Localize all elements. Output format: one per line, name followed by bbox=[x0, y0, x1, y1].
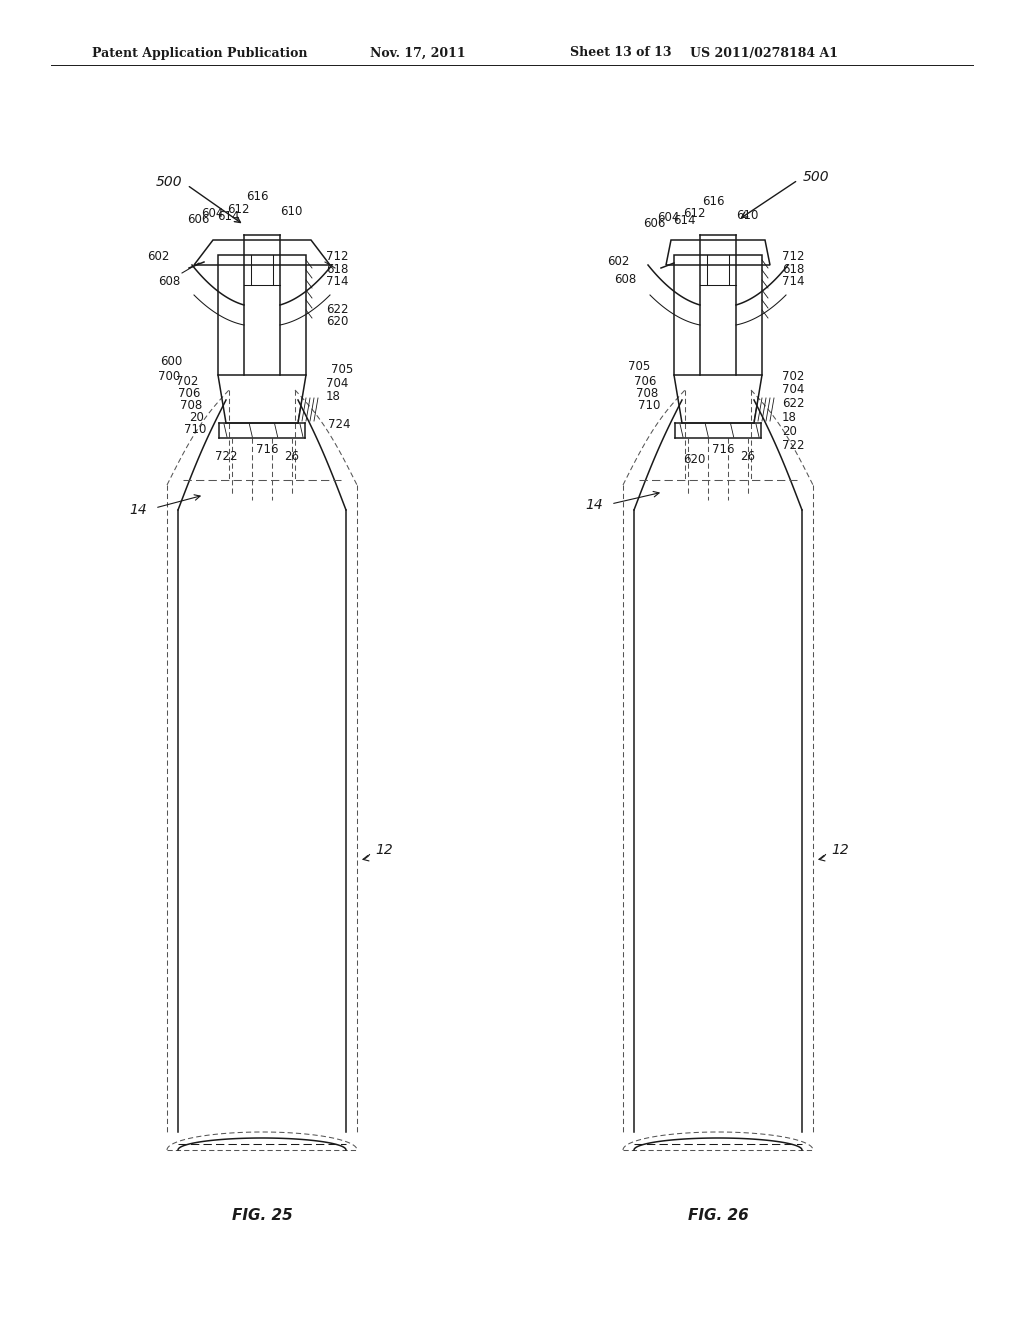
Text: 600: 600 bbox=[160, 355, 182, 368]
Text: 608: 608 bbox=[613, 273, 636, 286]
Text: 614: 614 bbox=[674, 214, 696, 227]
Text: 610: 610 bbox=[736, 209, 759, 222]
Text: Patent Application Publication: Patent Application Publication bbox=[92, 46, 307, 59]
Text: 716: 716 bbox=[256, 444, 279, 455]
Text: 18: 18 bbox=[782, 411, 797, 424]
Text: 610: 610 bbox=[280, 205, 302, 218]
Text: 608: 608 bbox=[158, 275, 180, 288]
Text: 622: 622 bbox=[782, 397, 805, 411]
Text: 714: 714 bbox=[326, 275, 348, 288]
Text: 710: 710 bbox=[638, 399, 660, 412]
Text: 706: 706 bbox=[177, 387, 200, 400]
Text: 26: 26 bbox=[284, 450, 299, 463]
Text: 622: 622 bbox=[326, 304, 348, 315]
Text: 616: 616 bbox=[701, 195, 724, 209]
Text: 602: 602 bbox=[607, 255, 630, 268]
Text: 618: 618 bbox=[782, 263, 805, 276]
Text: 500: 500 bbox=[803, 170, 829, 183]
Text: 712: 712 bbox=[782, 249, 805, 263]
Text: US 2011/0278184 A1: US 2011/0278184 A1 bbox=[690, 46, 838, 59]
Text: 704: 704 bbox=[326, 378, 348, 389]
Text: 604: 604 bbox=[202, 207, 224, 220]
Text: 616: 616 bbox=[246, 190, 268, 203]
Text: Nov. 17, 2011: Nov. 17, 2011 bbox=[370, 46, 466, 59]
Text: 14: 14 bbox=[129, 503, 147, 517]
Text: 620: 620 bbox=[326, 315, 348, 327]
Text: 710: 710 bbox=[183, 422, 206, 436]
Text: Sheet 13 of 13: Sheet 13 of 13 bbox=[570, 46, 672, 59]
Text: 704: 704 bbox=[782, 383, 805, 396]
Text: 26: 26 bbox=[740, 450, 755, 463]
Text: 612: 612 bbox=[227, 203, 250, 216]
Text: 14: 14 bbox=[586, 498, 603, 512]
Text: 712: 712 bbox=[326, 249, 348, 263]
Text: FIG. 25: FIG. 25 bbox=[231, 1208, 293, 1222]
Text: 708: 708 bbox=[180, 399, 202, 412]
Text: 12: 12 bbox=[375, 843, 393, 857]
Text: 705: 705 bbox=[628, 360, 650, 374]
Text: FIG. 26: FIG. 26 bbox=[688, 1208, 749, 1222]
Text: 612: 612 bbox=[683, 207, 706, 220]
Text: 12: 12 bbox=[831, 843, 849, 857]
Text: 20: 20 bbox=[189, 411, 204, 424]
Text: 602: 602 bbox=[147, 249, 170, 263]
Text: 20: 20 bbox=[782, 425, 797, 438]
Text: 500: 500 bbox=[156, 176, 182, 189]
Text: 722: 722 bbox=[782, 440, 805, 451]
Text: 714: 714 bbox=[782, 275, 805, 288]
Text: 708: 708 bbox=[636, 387, 658, 400]
Text: 614: 614 bbox=[217, 210, 240, 223]
Text: 705: 705 bbox=[331, 363, 353, 376]
Text: 618: 618 bbox=[326, 263, 348, 276]
Text: 724: 724 bbox=[328, 418, 350, 432]
Text: 606: 606 bbox=[187, 213, 210, 226]
Text: 700: 700 bbox=[158, 370, 180, 383]
Text: 18: 18 bbox=[326, 389, 341, 403]
Text: 604: 604 bbox=[657, 211, 680, 224]
Text: 620: 620 bbox=[684, 453, 706, 466]
Text: 706: 706 bbox=[634, 375, 656, 388]
Text: 716: 716 bbox=[712, 444, 734, 455]
Text: 722: 722 bbox=[214, 450, 237, 463]
Text: 702: 702 bbox=[782, 370, 805, 383]
Text: 606: 606 bbox=[644, 216, 666, 230]
Text: 702: 702 bbox=[176, 375, 198, 388]
